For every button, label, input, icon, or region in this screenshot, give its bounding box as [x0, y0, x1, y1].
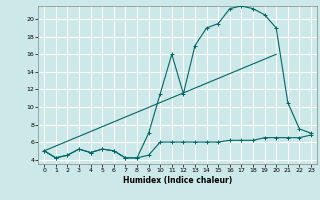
- X-axis label: Humidex (Indice chaleur): Humidex (Indice chaleur): [123, 176, 232, 185]
